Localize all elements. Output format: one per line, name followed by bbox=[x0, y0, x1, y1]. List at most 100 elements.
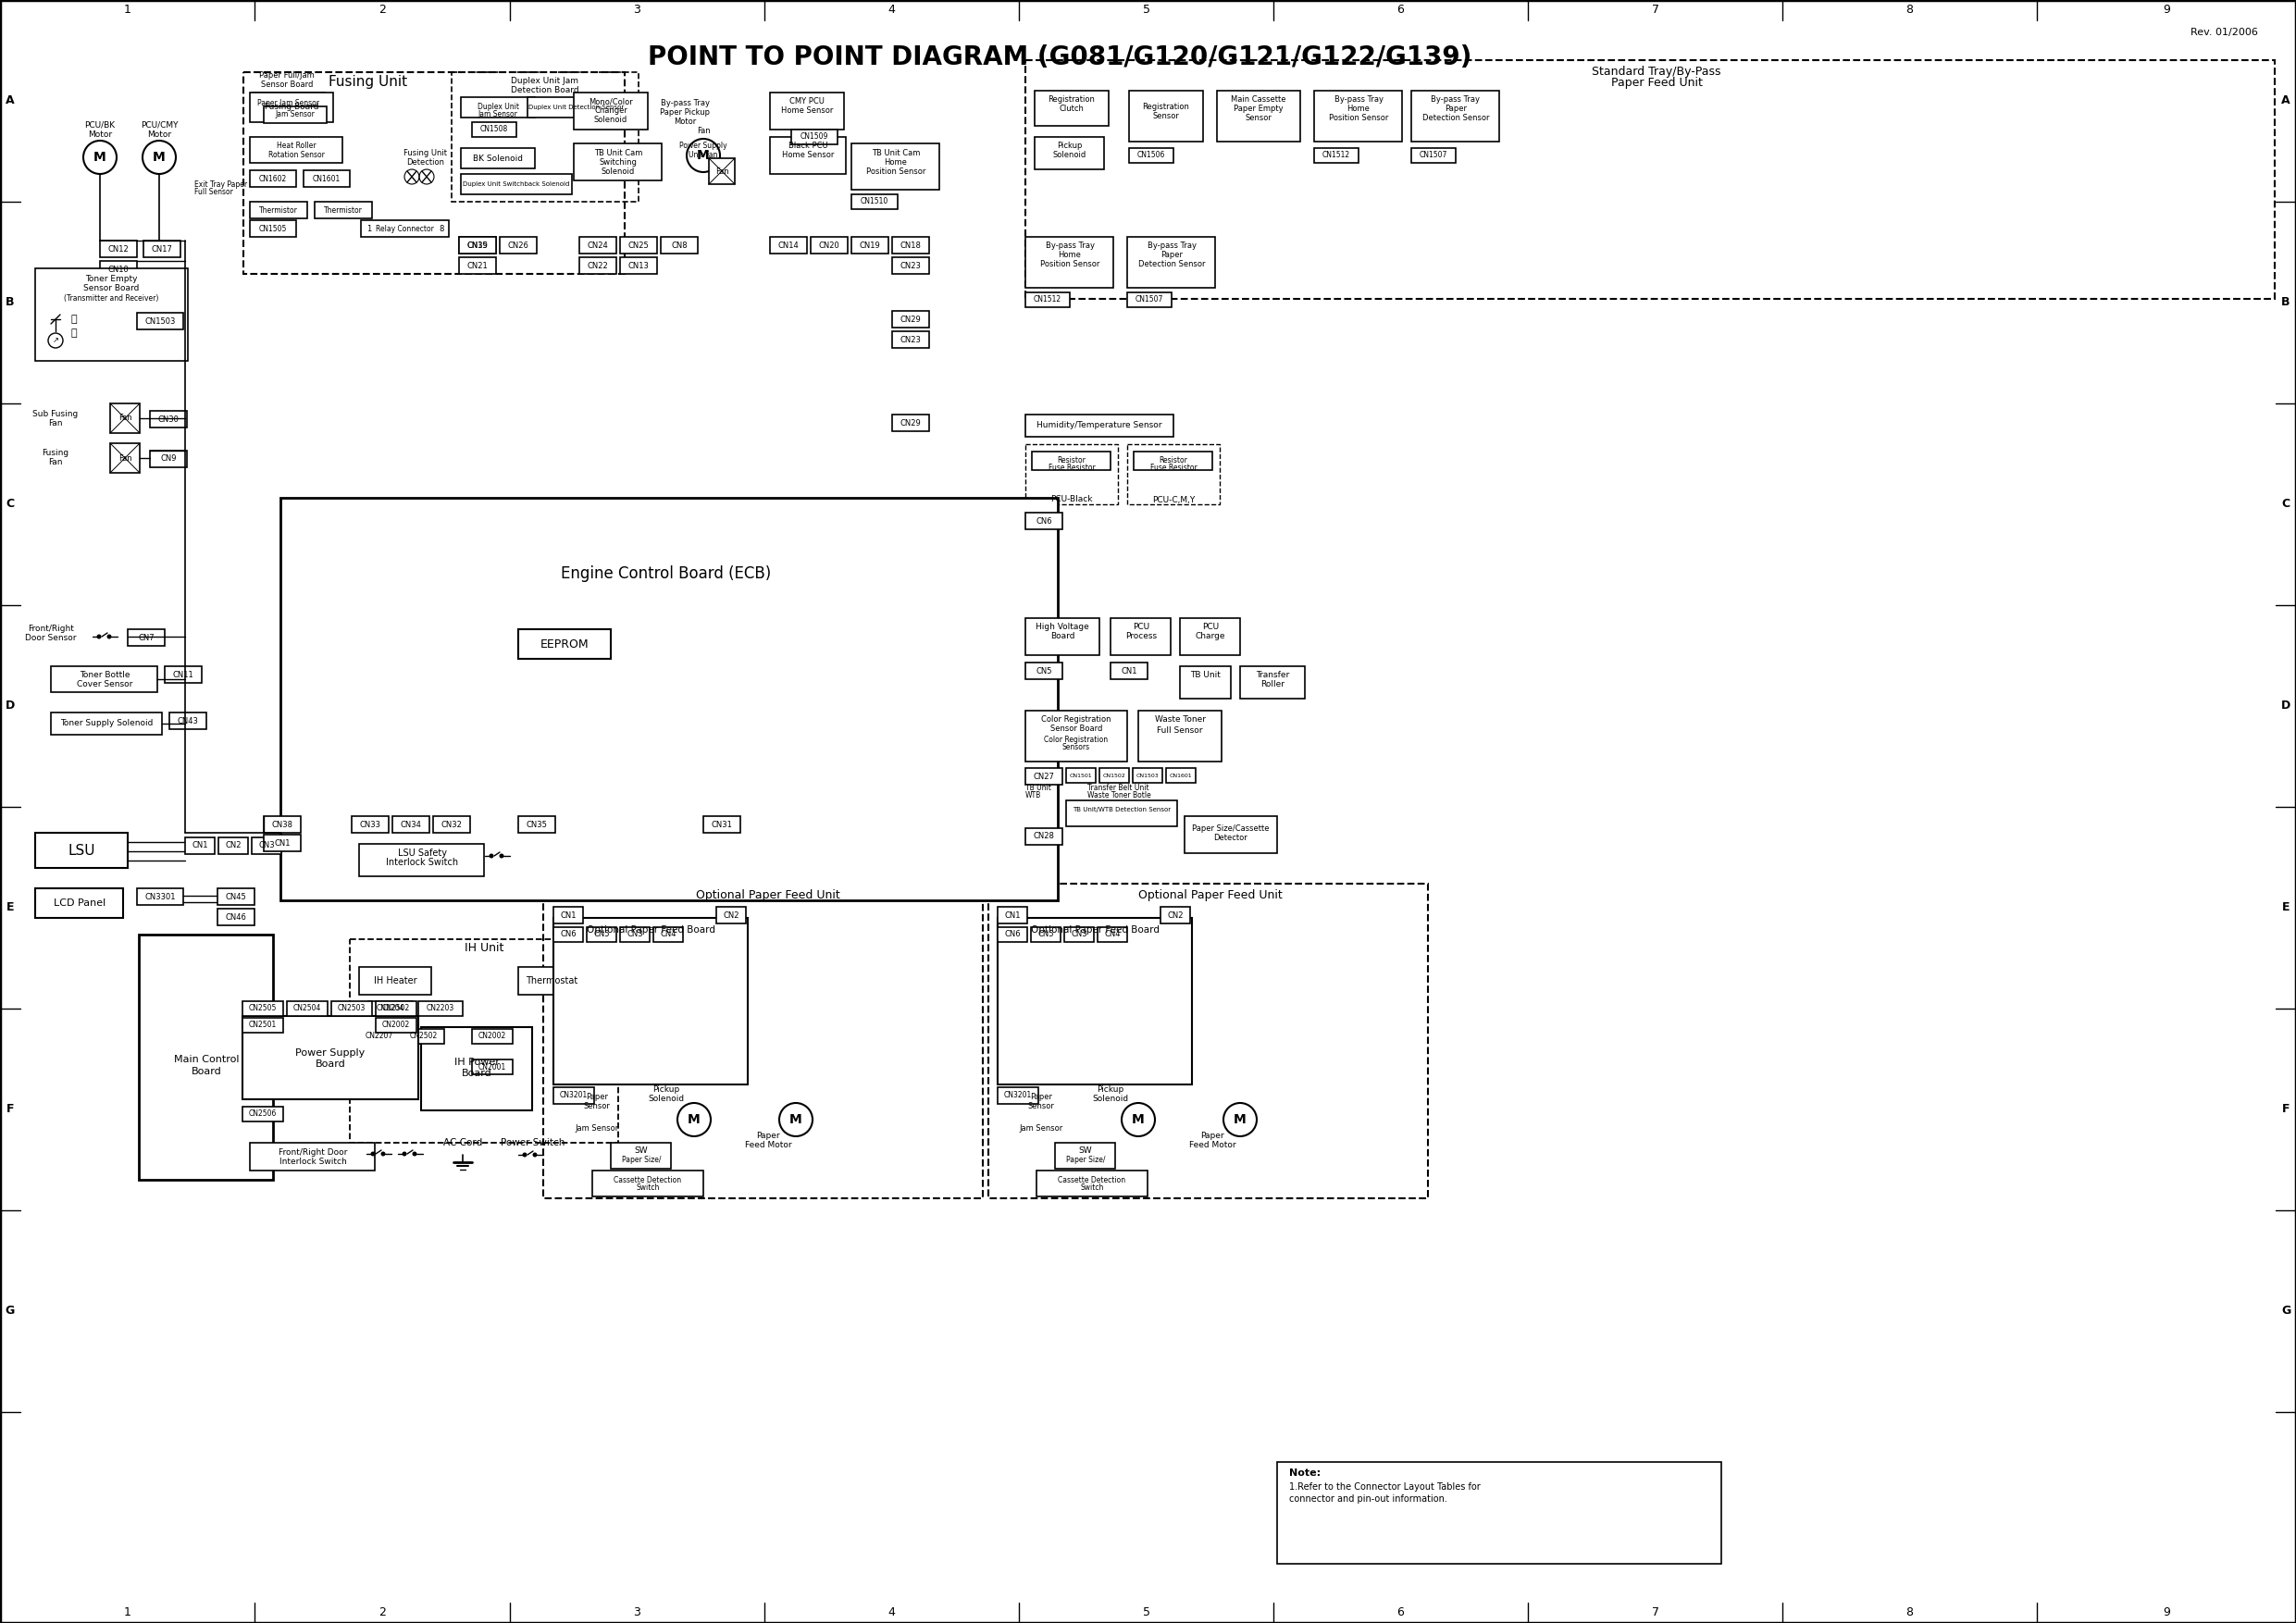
Text: Solenoid: Solenoid bbox=[595, 117, 627, 125]
Text: CN1601: CN1601 bbox=[1169, 773, 1192, 777]
Bar bbox=[264, 816, 301, 833]
Text: Optional Paper Feed Unit: Optional Paper Feed Unit bbox=[1139, 889, 1283, 902]
Bar bbox=[315, 201, 372, 219]
Text: Heat Roller: Heat Roller bbox=[276, 143, 317, 151]
Bar bbox=[1097, 927, 1127, 941]
Text: Detector: Detector bbox=[1215, 833, 1247, 842]
Text: CN11: CN11 bbox=[172, 670, 193, 678]
Bar bbox=[579, 237, 615, 253]
Bar bbox=[1035, 1170, 1148, 1196]
Text: CN29: CN29 bbox=[900, 315, 921, 323]
Bar bbox=[165, 665, 202, 683]
Text: ⤡: ⤡ bbox=[71, 315, 78, 325]
Text: Fusing Unit: Fusing Unit bbox=[328, 75, 409, 88]
Text: Home: Home bbox=[884, 157, 907, 166]
Bar bbox=[358, 1029, 400, 1044]
Text: Fusing: Fusing bbox=[41, 450, 69, 458]
Bar bbox=[360, 221, 448, 237]
Bar bbox=[420, 1027, 533, 1110]
Text: Thermostat: Thermostat bbox=[526, 975, 579, 985]
Text: Full Sensor: Full Sensor bbox=[1157, 727, 1203, 735]
Text: CN2203: CN2203 bbox=[427, 1005, 455, 1013]
Text: CN38: CN38 bbox=[271, 820, 294, 829]
Text: Front/Right: Front/Right bbox=[28, 625, 73, 633]
Text: CN23: CN23 bbox=[900, 336, 921, 344]
Text: C: C bbox=[2282, 498, 2289, 510]
Bar bbox=[461, 97, 535, 117]
Text: CN2207: CN2207 bbox=[365, 1032, 393, 1040]
Text: By-pass Tray: By-pass Tray bbox=[661, 99, 709, 107]
Bar bbox=[1217, 91, 1300, 141]
Bar bbox=[501, 237, 537, 253]
Bar bbox=[611, 1143, 670, 1169]
Text: B: B bbox=[7, 297, 14, 308]
Text: Detection Sensor: Detection Sensor bbox=[1421, 114, 1490, 123]
Text: Fan: Fan bbox=[714, 167, 728, 175]
Bar bbox=[1313, 148, 1359, 162]
Text: Fusing Unit: Fusing Unit bbox=[404, 149, 448, 157]
Text: Fusing Board: Fusing Board bbox=[264, 104, 319, 112]
Text: PCU/CMY: PCU/CMY bbox=[140, 120, 177, 130]
Bar bbox=[654, 927, 682, 941]
Text: 2: 2 bbox=[379, 1607, 386, 1618]
Text: CN1509: CN1509 bbox=[801, 133, 829, 141]
Text: CN21: CN21 bbox=[466, 261, 489, 269]
Text: CN1507: CN1507 bbox=[1134, 295, 1164, 304]
Bar bbox=[243, 1018, 282, 1032]
Text: CN2: CN2 bbox=[225, 842, 241, 850]
Text: Rotation Sensor: Rotation Sensor bbox=[269, 151, 324, 159]
Bar bbox=[461, 148, 535, 169]
Bar bbox=[592, 1170, 703, 1196]
Text: CN28: CN28 bbox=[1033, 833, 1054, 841]
Bar bbox=[1166, 768, 1196, 782]
Text: Board: Board bbox=[461, 1068, 491, 1078]
Text: Position Sensor: Position Sensor bbox=[1329, 114, 1389, 123]
Bar bbox=[852, 237, 889, 253]
Text: CN2501: CN2501 bbox=[248, 1021, 278, 1029]
Bar bbox=[149, 411, 186, 427]
Text: Fan: Fan bbox=[48, 458, 62, 467]
Text: G: G bbox=[5, 1305, 14, 1318]
Text: CN9: CN9 bbox=[161, 454, 177, 463]
Bar bbox=[250, 93, 333, 122]
Bar bbox=[101, 240, 138, 256]
Text: CN1502: CN1502 bbox=[1102, 773, 1125, 777]
Text: Board: Board bbox=[191, 1066, 220, 1076]
Bar bbox=[459, 237, 496, 253]
Text: CN3201: CN3201 bbox=[560, 1091, 588, 1100]
Text: Optional Paper Feed Board: Optional Paper Feed Board bbox=[1031, 925, 1159, 935]
Text: Detection Sensor: Detection Sensor bbox=[1139, 260, 1205, 269]
Text: 1.Refer to the Connector Layout Tables for: 1.Refer to the Connector Layout Tables f… bbox=[1288, 1482, 1481, 1492]
Text: CN3: CN3 bbox=[259, 842, 276, 850]
Text: CN29: CN29 bbox=[900, 419, 921, 427]
Text: Process: Process bbox=[1125, 633, 1157, 641]
Text: Feed Motor: Feed Motor bbox=[744, 1141, 792, 1149]
Text: C: C bbox=[7, 498, 14, 510]
Bar bbox=[461, 174, 572, 195]
Text: CN35: CN35 bbox=[526, 820, 546, 829]
Bar bbox=[418, 1001, 464, 1016]
Bar bbox=[999, 919, 1192, 1084]
Text: CN7: CN7 bbox=[138, 633, 154, 641]
Bar bbox=[999, 907, 1026, 923]
Text: CN1505: CN1505 bbox=[259, 224, 287, 232]
Text: Fuse Resistor: Fuse Resistor bbox=[1150, 464, 1196, 472]
Text: CN3301: CN3301 bbox=[145, 893, 174, 901]
Text: CN1602: CN1602 bbox=[259, 174, 287, 183]
Bar bbox=[544, 883, 983, 1198]
Bar bbox=[1026, 60, 2275, 299]
Text: D: D bbox=[5, 700, 14, 712]
Bar bbox=[1159, 907, 1189, 923]
Text: 8: 8 bbox=[1906, 1607, 1913, 1618]
Text: Sensor Board: Sensor Board bbox=[262, 80, 312, 88]
Text: M: M bbox=[689, 1113, 700, 1126]
Bar bbox=[243, 71, 625, 274]
Text: CN27: CN27 bbox=[1033, 773, 1054, 781]
Text: Motor: Motor bbox=[87, 130, 113, 138]
Text: PCU: PCU bbox=[1132, 623, 1150, 631]
Text: CN2502: CN2502 bbox=[381, 1005, 411, 1013]
Text: CN2505: CN2505 bbox=[248, 1005, 278, 1013]
Text: POINT TO POINT DIAGRAM (G081/G120/G121/G122/G139): POINT TO POINT DIAGRAM (G081/G120/G121/G… bbox=[647, 44, 1472, 70]
Bar bbox=[110, 443, 140, 472]
Text: Black PCU: Black PCU bbox=[788, 143, 827, 151]
